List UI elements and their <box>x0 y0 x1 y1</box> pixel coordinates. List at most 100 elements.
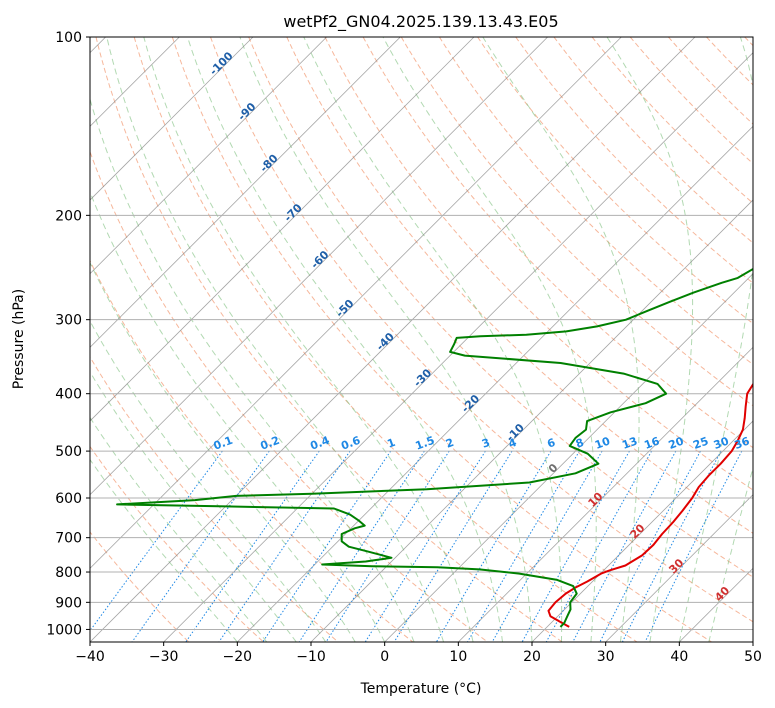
mixing-ratio-label: 4 <box>507 436 519 451</box>
mixing-ratio-line <box>262 450 392 642</box>
dry-adiabat <box>629 37 753 165</box>
mixing-ratio-line <box>491 450 603 642</box>
mixing-ratio-line <box>521 450 630 642</box>
mixing-ratio-line <box>325 450 450 642</box>
moist-adiabat <box>303 37 563 642</box>
y-tick-label: 200 <box>55 208 82 224</box>
mixing-ratio-label: 0.1 <box>212 434 235 453</box>
isotherm-label: -20 <box>459 392 482 415</box>
mixing-ratio-label: 25 <box>691 435 710 452</box>
dry-adiabat <box>515 37 753 284</box>
isotherm-line <box>90 37 327 275</box>
isotherm-line <box>458 346 753 642</box>
moist-adiabat <box>90 320 327 642</box>
mixing-ratio-label: 1.5 <box>414 434 437 453</box>
x-tick-label: −30 <box>149 649 179 665</box>
y-tick-label: 700 <box>55 531 82 547</box>
isotherm-line <box>90 37 475 422</box>
dry-adiabat <box>591 37 753 204</box>
isotherm-label: -60 <box>308 248 331 271</box>
y-tick-label: 1000 <box>46 622 82 638</box>
isotherm-line <box>90 37 622 569</box>
dewpoint-profile-line <box>116 267 753 628</box>
mixing-ratio-line <box>364 450 486 642</box>
moist-adiabat <box>90 190 386 642</box>
y-tick-label: 900 <box>55 595 82 611</box>
y-axis-label: Pressure (hPa) <box>11 289 27 389</box>
dry-adiabat <box>90 259 414 642</box>
x-tick-label: −10 <box>296 649 326 665</box>
y-tick-label: 800 <box>55 565 82 581</box>
mixing-ratio-label: 36 <box>733 434 752 452</box>
mixing-ratio-label: 20 <box>667 434 686 452</box>
moist-adiabat <box>708 465 753 642</box>
dry-adiabat <box>362 37 753 449</box>
y-tick-label: 300 <box>55 313 82 329</box>
dry-adiabat <box>400 37 753 407</box>
mixing-ratio-label: 13 <box>620 435 639 452</box>
moist-adiabat <box>678 37 753 642</box>
x-tick-label: 20 <box>523 649 541 665</box>
isotherm-line <box>90 37 696 642</box>
mixing-ratio-label: 0.6 <box>339 434 362 453</box>
isotherm-line <box>384 273 753 642</box>
moist-adiabat <box>106 37 445 642</box>
moist-adiabat <box>239 37 533 642</box>
isotherm-label: -40 <box>374 330 397 353</box>
dry-adiabat <box>248 37 753 578</box>
isotherm-line <box>163 52 753 642</box>
dry-adiabat <box>133 37 638 642</box>
x-tick-label: 50 <box>744 649 762 665</box>
isotherm-label: 30 <box>666 556 686 576</box>
dry-adiabat <box>553 37 753 244</box>
mixing-ratio-line <box>131 450 270 642</box>
isotherm-label: -70 <box>282 201 305 224</box>
isotherm-line <box>679 567 753 642</box>
x-tick-label: 0 <box>380 649 389 665</box>
dry-adiabat <box>90 150 488 642</box>
mixing-ratio-label: 6 <box>545 436 557 451</box>
isotherm-line <box>237 125 753 642</box>
mixing-ratio-line <box>90 450 223 632</box>
x-tick-label: −20 <box>223 649 253 665</box>
mixing-ratio-label: 0.2 <box>259 434 282 453</box>
moist-adiabat <box>90 370 297 642</box>
mixing-ratio-line <box>393 450 513 642</box>
dry-adiabat <box>706 37 753 86</box>
mixing-ratio-label: 8 <box>574 436 586 451</box>
mixing-ratio-line <box>467 450 580 642</box>
moist-adiabat <box>606 37 694 642</box>
isotherm-label: -100 <box>207 49 236 78</box>
mixing-ratio-label: 16 <box>642 434 661 452</box>
moist-adiabat <box>90 458 238 642</box>
x-tick-label: 40 <box>670 649 688 665</box>
isotherm-label: 20 <box>628 521 648 541</box>
x-tick-label: 30 <box>597 649 615 665</box>
moist-adiabat <box>482 37 640 642</box>
mixing-ratio-line <box>572 450 677 642</box>
isotherm-line <box>752 641 753 642</box>
moist-adiabat <box>382 37 597 642</box>
mixing-ratio-line <box>644 450 743 642</box>
dry-adiabat <box>744 37 753 47</box>
dry-adiabat <box>286 37 753 534</box>
y-tick-label: 400 <box>55 387 82 403</box>
dry-adiabat <box>90 355 339 642</box>
plot-frame <box>89 36 754 643</box>
isotherm-line <box>90 37 254 201</box>
mixing-ratio-line <box>545 450 653 642</box>
mixing-ratio-line <box>298 450 425 642</box>
isotherm-label: 10 <box>586 490 606 510</box>
y-tick-label: 600 <box>55 491 82 507</box>
dry-adiabat <box>438 37 753 366</box>
moist-adiabat <box>90 416 268 642</box>
isotherm-line <box>605 494 753 642</box>
dry-adiabat <box>668 37 753 125</box>
dry-adiabat <box>324 37 753 491</box>
isotherm-line <box>90 37 401 348</box>
moist-adiabat <box>143 37 474 642</box>
mixing-ratio-label: 2 <box>444 436 456 451</box>
dry-adiabat <box>90 445 264 642</box>
isotherm-label: -50 <box>333 297 356 320</box>
x-tick-label: −40 <box>75 649 105 665</box>
